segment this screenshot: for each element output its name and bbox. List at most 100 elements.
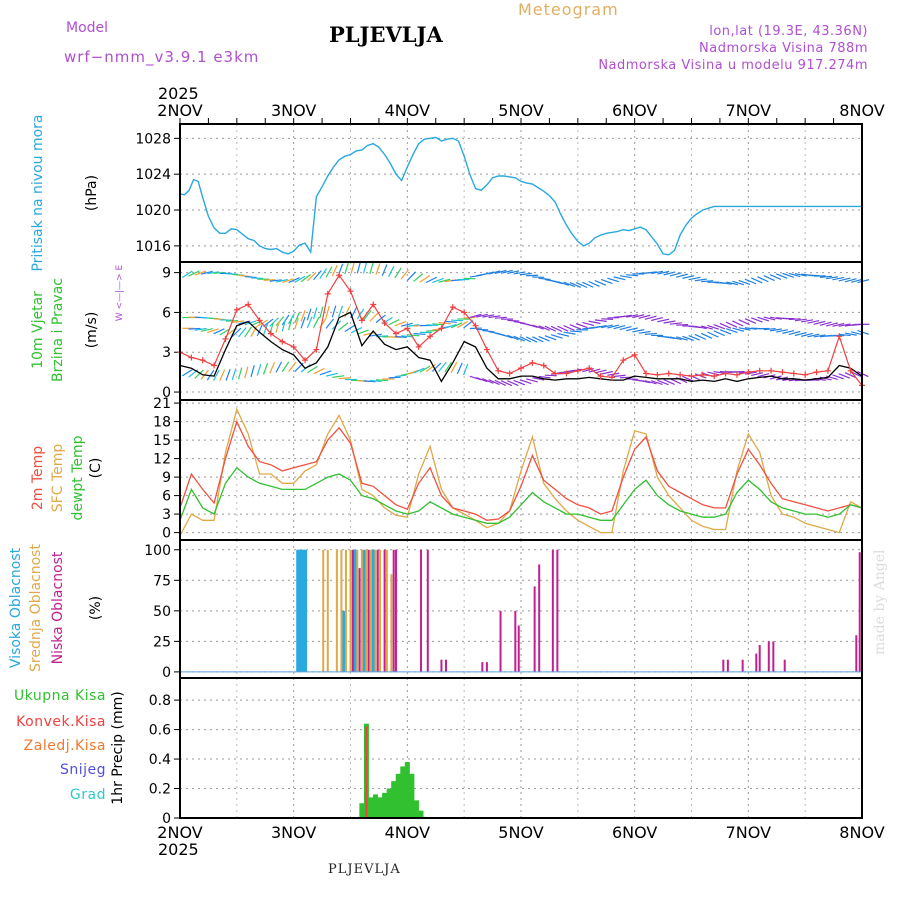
- wind-arrow: [331, 264, 338, 277]
- y-tick-label: 75: [153, 573, 171, 589]
- y-tick-label: 0: [162, 526, 171, 542]
- wind-arrow: [312, 307, 318, 320]
- y-tick-label: 0.4: [149, 752, 171, 768]
- wind-arrow: [188, 327, 201, 330]
- wind-arrow: [594, 279, 607, 286]
- y-tick-label: 3: [162, 507, 171, 523]
- precip-legend-item: Zaledj.Kisa: [24, 738, 106, 754]
- wind-arrow: [669, 378, 682, 385]
- gust-marker: [302, 357, 309, 364]
- wind-arrow: [394, 374, 407, 378]
- y-tick-label: 1024: [135, 167, 171, 183]
- wind-arrow: [763, 327, 776, 331]
- wind-arrow: [582, 367, 595, 373]
- gust-marker: [552, 370, 559, 377]
- precip-bar-total: [413, 800, 419, 818]
- wind-arrow: [306, 272, 317, 282]
- precip-bar-total: [386, 788, 392, 818]
- wind-arrow: [413, 333, 426, 335]
- wind-arrow: [332, 375, 345, 378]
- wind-arrow: [782, 272, 794, 278]
- precip-bar-total: [382, 792, 388, 818]
- wind-arrow: [306, 308, 312, 321]
- wind-arrow: [732, 320, 744, 327]
- wind-arrow: [494, 269, 507, 275]
- gust-marker: [643, 370, 650, 377]
- station-title: PLJEVLJA: [329, 22, 443, 47]
- wind-ylabel: (m/s): [84, 312, 100, 349]
- wind-arrow: [744, 371, 757, 375]
- precip-legend-item: Ukupna Kisa: [14, 688, 106, 704]
- wind-arrow: [532, 324, 544, 330]
- model-name: wrf−nmm_v3.9.1 e3km: [64, 48, 260, 66]
- wind-arrow: [719, 281, 732, 285]
- y-tick-label: 18: [153, 415, 171, 431]
- wind-arrow: [682, 375, 694, 382]
- wind-arrow: [406, 271, 417, 281]
- wind-arrow: [451, 319, 464, 322]
- wind-arrow: [482, 314, 495, 318]
- wind-arrow: [688, 276, 701, 281]
- wind-arrow: [732, 280, 745, 286]
- gust-marker: [324, 290, 331, 297]
- wind-arrow: [256, 324, 263, 337]
- wind-arrow: [850, 371, 863, 378]
- wind-arrow: [388, 376, 401, 379]
- wind-arrow: [282, 278, 294, 284]
- wind-arrow: [338, 377, 351, 380]
- cloud-bar-1: [374, 549, 377, 672]
- wind-arrow: [431, 362, 442, 372]
- wind-arrow: [394, 321, 407, 327]
- wind-arrow: [369, 379, 382, 383]
- cloud-legend-low: Niska Oblacnost: [50, 551, 66, 664]
- wind-arrow: [356, 261, 362, 274]
- wind-arrow: [194, 327, 207, 331]
- wind-arrow: [525, 378, 538, 383]
- cloud-bar-2: [419, 549, 422, 672]
- wind-title-1: 10m Vjetar: [30, 291, 46, 369]
- cloud-bar-2: [481, 662, 484, 672]
- gust-marker: [733, 371, 740, 378]
- wind-arrow: [725, 328, 738, 334]
- wind-arrow: [669, 322, 682, 325]
- wind-arrow: [337, 305, 344, 318]
- wind-arrow: [851, 278, 863, 283]
- precip-legend-item: Snijeg: [60, 762, 106, 778]
- wind-arrow: [375, 314, 386, 324]
- wind-arrow: [663, 320, 676, 324]
- wind-arrow: [500, 333, 513, 339]
- gust-marker: [574, 367, 581, 374]
- wind-arrow: [794, 318, 807, 322]
- wind-arrow: [388, 265, 395, 278]
- y-tick-label: 0: [162, 665, 171, 681]
- y-tick-label: 0.8: [149, 693, 171, 709]
- time-tick-bottom: 5NOV: [498, 823, 543, 842]
- wind-arrow: [601, 370, 613, 375]
- gust-marker: [563, 370, 570, 377]
- wind-arrow: [275, 361, 283, 373]
- wind-arrow: [626, 314, 639, 318]
- wind-arrow: [626, 274, 639, 277]
- wind-arrow: [294, 317, 299, 330]
- wind-arrow: [713, 330, 725, 337]
- y-tick-label: 9: [162, 266, 171, 282]
- wind-arrow: [519, 272, 532, 276]
- wind-arrow: [513, 271, 526, 275]
- gust-marker: [336, 272, 343, 279]
- wind-arrow: [657, 379, 669, 386]
- wind-arrow: [594, 369, 607, 374]
- wind-arrow: [594, 324, 607, 329]
- cloud-bar-2: [367, 549, 370, 672]
- cloud-legend-mid: Srednja Oblacnost: [28, 544, 44, 672]
- gust-marker: [518, 365, 524, 372]
- wind-arrow: [275, 316, 285, 327]
- wind-arrow: [275, 278, 288, 283]
- wind-arrow: [669, 336, 682, 341]
- wind-arrow: [682, 335, 694, 341]
- wind-arrow: [507, 380, 519, 387]
- wind-arrow: [519, 336, 532, 343]
- sfc-temp-line: [179, 407, 863, 537]
- cloud-bar-1: [365, 549, 368, 672]
- wind-arrow: [269, 279, 282, 282]
